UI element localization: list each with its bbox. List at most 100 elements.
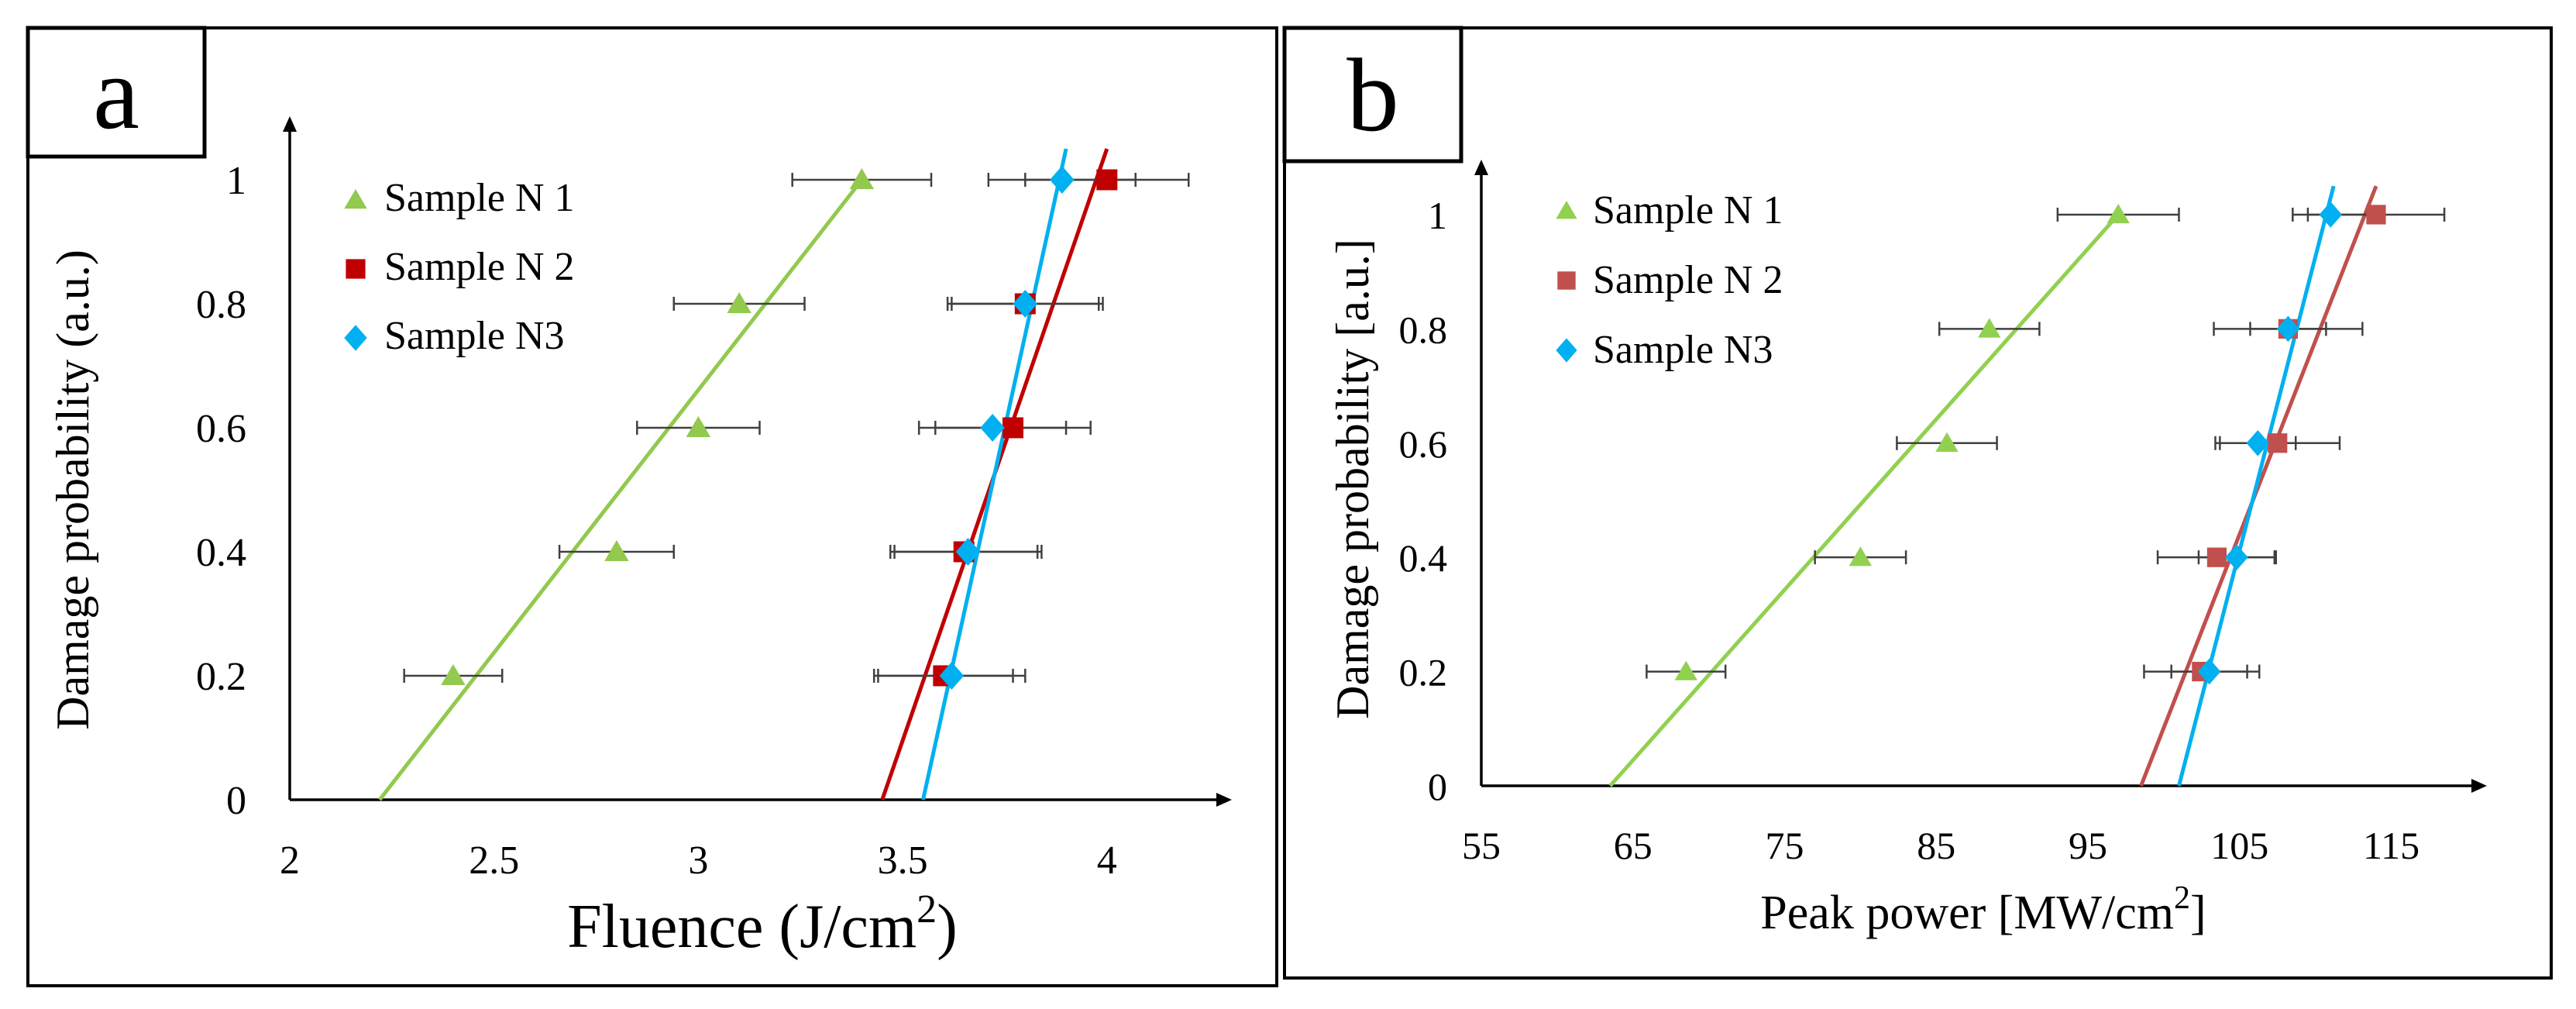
panel-a-fit-lines	[378, 148, 1109, 801]
panel-b-legend-label: Sample N 1	[1593, 188, 1783, 232]
panel-b-xlabel-sup: 2	[2174, 880, 2190, 916]
panel-a-y-tick-label: 0.8	[196, 283, 246, 327]
panel-a-data-point-series-3	[939, 662, 965, 690]
panel-a-x-tick-label: 3.5	[878, 839, 928, 883]
panel-a-data-point-series-1	[604, 540, 629, 561]
panel-b-legend-label: Sample N3	[1593, 328, 1773, 372]
panel-a: a 2 2.5 3 3.5 4 0 0.2 0.4 0.6 0.8 1 Flue…	[26, 26, 1278, 987]
panel-b-legend-marker	[1557, 271, 1576, 290]
panel-b-legend-label: Sample N 2	[1593, 258, 1783, 302]
panel-b-data-point-series-2	[2268, 433, 2288, 453]
panel-a-data-point-series-1	[849, 168, 875, 189]
panel-a-markers	[441, 166, 1118, 690]
panel-a-y-tick-label: 0	[226, 779, 246, 823]
panel-b-frame	[1283, 26, 2553, 980]
panel-b-data-point-series-3	[2319, 201, 2342, 228]
panel-a-frame	[26, 26, 1278, 987]
panel-b-xlabel-main: Peak power [MW/cm	[1760, 887, 2174, 939]
panel-a-y-tick-label: 0.4	[196, 531, 246, 575]
panel-a-legend-marker	[344, 325, 367, 351]
panel-b-markers	[1674, 201, 2386, 685]
panel-b-y-axis-title: Damage probability [a.u.]	[1327, 239, 1378, 719]
panel-b-legend-marker-square	[1557, 271, 1576, 290]
panel-b-x-tick-label: 75	[1766, 824, 1804, 867]
panel-a-legend-label: Sample N3	[384, 314, 565, 358]
panel-a-data-point-series-1	[441, 664, 466, 685]
panel-a-legend-marker	[344, 189, 367, 209]
panel-a-fit-line-series-3	[921, 148, 1068, 801]
panel-b-data-point-series-3	[2225, 544, 2248, 570]
panel-b-x-tick-label: 55	[1462, 824, 1501, 867]
panel-a-xlabel-main: Fluence (J/cm	[567, 893, 917, 961]
panel-b-x-axis-title: Peak power [MW/cm2]	[1760, 880, 2206, 939]
panel-b-axes	[1474, 160, 2487, 793]
panel-a-xlabel-sup: 2	[917, 887, 937, 932]
panel-b-xlabel-tail: ]	[2190, 887, 2206, 939]
panel-a-x-tick-label: 2	[280, 839, 300, 883]
panel-b-data-point-series-3	[2276, 315, 2300, 343]
panel-a-legend-label: Sample N 1	[384, 176, 575, 220]
panel-b: b 55 65 75 85 95 105 115 0 0.2 0.4 0.6 0…	[1282, 26, 2553, 980]
panel-a-ticks: 2 2.5 3 3.5 4 0 0.2 0.4 0.6 0.8 1	[196, 159, 1117, 883]
panel-b-y-axis-arrow	[1474, 160, 1488, 175]
panel-b-data-point-series-1	[1849, 546, 1873, 566]
panel-a-data-point-series-3	[1013, 290, 1038, 318]
panel-b-y-tick-label: 0	[1428, 765, 1447, 808]
panel-b-ticks: 55 65 75 85 95 105 115 0 0.2 0.4 0.6 0.8…	[1399, 194, 2420, 867]
panel-b-y-tick-label: 0.8	[1399, 308, 1448, 351]
panel-b-label-box	[1282, 26, 1463, 164]
panel-a-y-axis-title: Damage probability (a.u.)	[47, 250, 98, 730]
panel-b-fit-line-series-1	[1608, 213, 2120, 787]
panel-a-legend-marker-triangle	[344, 189, 367, 209]
panel-b-x-tick-label: 115	[2363, 824, 2420, 867]
panel-a-legend-marker-square	[346, 259, 366, 279]
panel-b-data-point-series-3	[2246, 429, 2269, 456]
panel-b-legend-marker	[1556, 201, 1577, 219]
panel-b-data-point-series-3	[2197, 658, 2221, 685]
panel-b-data-point-series-1	[2107, 203, 2130, 224]
panel-a-legend: Sample N 1 Sample N 2 Sample N3	[344, 176, 575, 358]
panel-b-data-point-series-1	[1674, 660, 1697, 680]
panel-b-fit-lines	[1608, 185, 2378, 787]
panel-a-data-point-series-3	[1050, 166, 1075, 194]
panel-a-legend-label: Sample N 2	[384, 245, 575, 289]
panel-b-y-tick-label: 0.4	[1399, 536, 1448, 580]
panel-b-x-axis-arrow	[2471, 779, 2487, 793]
panel-a-x-tick-label: 2.5	[469, 839, 519, 883]
panel-b-x-tick-label: 105	[2210, 824, 2268, 867]
panel-a-y-tick-label: 0.2	[196, 655, 246, 699]
panel-b-data-point-series-2	[2206, 547, 2227, 567]
panel-a-data-point-series-2	[1096, 169, 1118, 191]
panel-a-x-tick-label: 3	[688, 839, 708, 883]
panel-a-data-point-series-1	[727, 292, 751, 313]
panel-a-fit-line-series-1	[378, 178, 864, 801]
panel-b-data-point-series-1	[1978, 318, 2001, 338]
panel-b-legend-marker	[1556, 338, 1577, 363]
panel-b-legend-marker-triangle	[1556, 201, 1577, 219]
panel-b-data-point-series-2	[2366, 205, 2386, 225]
panel-b-y-tick-label: 1	[1428, 194, 1447, 237]
panel-a-data-point-series-1	[686, 416, 711, 437]
panel-a-xlabel-tail: )	[937, 893, 958, 961]
panel-a-y-tick-label: 1	[226, 159, 246, 203]
panel-b-x-tick-label: 85	[1917, 824, 1955, 867]
panel-b-x-tick-label: 95	[2069, 824, 2107, 867]
panel-a-axes	[283, 116, 1232, 807]
panel-a-legend-marker-diamond	[344, 325, 367, 351]
panel-b-legend-marker-diamond	[1556, 338, 1577, 363]
panel-b-fit-line-series-3	[2177, 185, 2336, 787]
panel-a-label: a	[93, 36, 139, 151]
panel-a-data-point-series-3	[980, 414, 1005, 442]
panel-b-y-tick-label: 0.6	[1399, 422, 1448, 466]
panel-a-data-point-series-2	[1002, 417, 1023, 439]
panel-b-y-tick-label: 0.2	[1399, 651, 1448, 694]
panel-b-legend: Sample N 1 Sample N 2 Sample N3	[1556, 188, 1783, 372]
panel-a-label-box	[26, 26, 207, 159]
panel-b-x-tick-label: 65	[1614, 824, 1653, 867]
panel-b-fit-line-series-2	[2139, 185, 2378, 787]
panel-b-data-point-series-1	[1935, 432, 1959, 452]
panel-a-x-tick-label: 4	[1097, 839, 1117, 883]
panel-a-data-point-series-3	[955, 538, 981, 566]
panel-a-y-axis-arrow	[283, 116, 297, 132]
